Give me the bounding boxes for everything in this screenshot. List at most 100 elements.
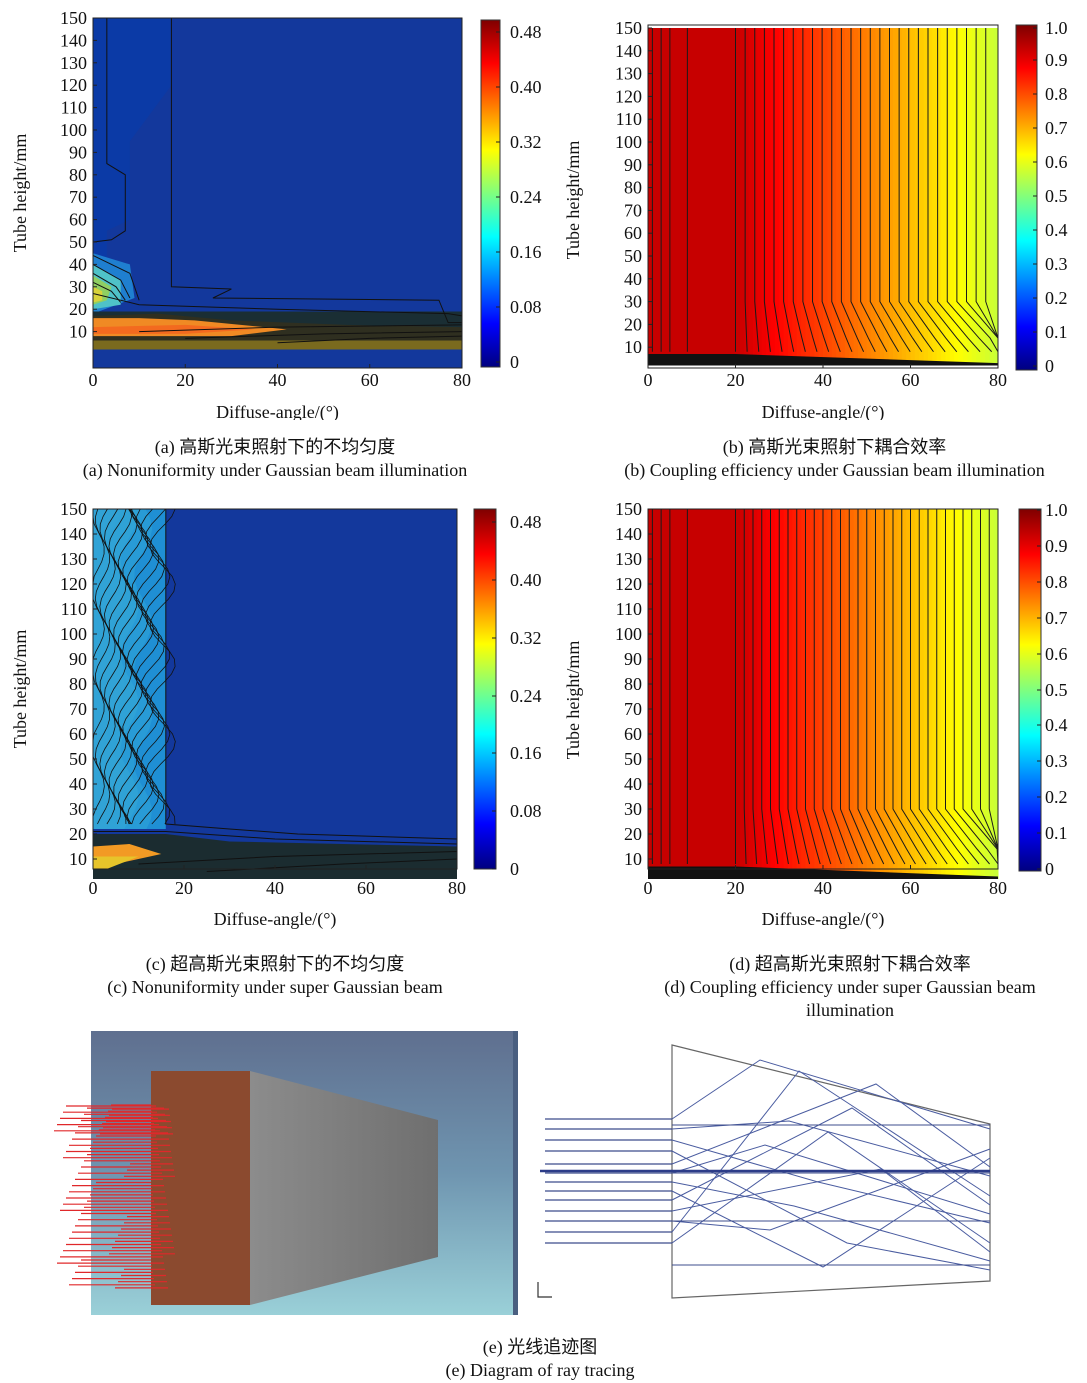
contour-line xyxy=(783,28,795,352)
y-tick-label: 150 xyxy=(615,18,642,38)
contour-strip xyxy=(805,28,811,366)
chart-nonuniformity-super-gaussian: 10 20 30 40 50 60 70 80 90 100 110 120 130 140 150 0 20 4… xyxy=(10,499,542,930)
colorbar xyxy=(1015,24,1038,371)
contour-line xyxy=(149,508,176,825)
traced-rays-blue xyxy=(540,1059,991,1271)
contour-strip xyxy=(700,28,706,366)
colorbar-tick-label: 0.8 xyxy=(1045,84,1068,104)
caption-d: (d) 超高斯光束照射下耦合效率 (d) Coupling efficiency… xyxy=(650,953,1050,1022)
ray-tracing-2d xyxy=(537,1044,991,1299)
contour-strip xyxy=(818,28,824,366)
y-tick-label: 140 xyxy=(60,524,87,544)
contour-strip xyxy=(709,509,715,879)
contour-strip xyxy=(936,28,942,366)
contour-strip xyxy=(652,28,658,366)
contour-strip xyxy=(726,509,732,879)
y-tick-label: 70 xyxy=(69,699,87,719)
y-tick-label: 60 xyxy=(624,724,642,744)
contour-line xyxy=(848,509,874,865)
contour-field xyxy=(92,18,463,368)
blue-ray xyxy=(671,1070,991,1233)
contour-strip xyxy=(866,28,872,366)
contour-line xyxy=(953,509,999,865)
contour-strip xyxy=(910,509,916,879)
contour-strip xyxy=(858,509,863,879)
y-tick-label: 90 xyxy=(69,142,87,162)
contour-line xyxy=(875,509,906,865)
contour-line xyxy=(901,509,938,865)
contour-strip xyxy=(770,28,776,366)
contour-strip xyxy=(678,509,684,879)
y-tick-label: 60 xyxy=(624,223,642,243)
contour-line xyxy=(94,508,111,825)
contour-strip xyxy=(766,28,771,366)
contour-line xyxy=(918,509,959,865)
contour-strip xyxy=(735,509,741,879)
contour-line xyxy=(763,28,771,352)
colorbar-tick-label: 0.9 xyxy=(1045,50,1068,70)
x-tick-label: 80 xyxy=(989,370,1007,390)
contour-strip xyxy=(713,509,719,879)
contour-strip xyxy=(818,509,824,879)
x-tick-label: 80 xyxy=(448,878,466,898)
contour-line xyxy=(139,324,463,333)
contour-strip xyxy=(739,509,745,879)
contour-line xyxy=(857,509,885,865)
contour-line xyxy=(743,509,747,865)
panel-d: 10 20 30 40 50 60 70 80 90 100 110 120 130 140 150 0 20 4… xyxy=(545,499,1087,940)
colorbar-tick-label: 1.0 xyxy=(1045,18,1068,38)
x-axis-title: Diffuse-angle/(°) xyxy=(762,402,885,420)
y-tick-label: 10 xyxy=(624,337,642,357)
colorbar-tick-label: 0.9 xyxy=(1045,536,1068,556)
contour-line xyxy=(883,509,916,865)
colorbar-tick-label: 0.24 xyxy=(510,187,542,207)
contour-band xyxy=(93,856,139,869)
contour-strip xyxy=(984,28,990,366)
contour-strip xyxy=(792,509,798,879)
y-tick-label: 130 xyxy=(615,549,642,569)
contour-strip xyxy=(919,28,925,366)
colorbar xyxy=(480,19,501,368)
contour-band xyxy=(93,340,462,350)
contour-line xyxy=(778,509,789,865)
contour-line xyxy=(113,508,133,825)
y-tick-label: 140 xyxy=(60,30,87,50)
y-tick-label: 30 xyxy=(69,277,87,297)
contour-line xyxy=(813,509,832,865)
contour-line xyxy=(840,509,864,865)
contour-strip xyxy=(748,28,754,366)
contour-strip xyxy=(739,28,745,366)
contour-strip xyxy=(744,28,750,366)
y-tick-label: 100 xyxy=(60,120,87,140)
contour-strip xyxy=(704,28,710,366)
blue-ray xyxy=(671,1083,991,1168)
contour-line xyxy=(946,28,993,353)
y-tick-label: 150 xyxy=(60,500,87,519)
x-tick-label: 20 xyxy=(175,878,193,898)
y-tick-label: 20 xyxy=(624,824,642,844)
contour-strip xyxy=(945,509,951,879)
contour-strip xyxy=(761,509,767,879)
ray-tracing-figure xyxy=(54,1031,991,1315)
contour-strip xyxy=(814,28,820,366)
blue-ray xyxy=(671,1148,991,1231)
contour-strip xyxy=(678,28,684,366)
contour-line xyxy=(917,28,958,353)
contour-line xyxy=(92,263,131,299)
y-tick-label: 50 xyxy=(624,749,642,769)
colorbar-tick-label: 0.4 xyxy=(1045,715,1068,735)
contour-strip xyxy=(879,509,885,879)
contour-line xyxy=(792,28,806,352)
colorbar-tick-label: 0 xyxy=(1045,356,1054,376)
colorbar-tick-label: 0.16 xyxy=(510,743,542,763)
contour-line xyxy=(752,509,758,865)
contour-line xyxy=(831,28,853,352)
contour-strip xyxy=(862,28,868,366)
colorbar-tick-label: 0.32 xyxy=(510,628,542,648)
contour-line xyxy=(787,509,800,865)
contour-strip xyxy=(687,509,693,879)
contour-line xyxy=(821,28,841,352)
y-tick-label: 40 xyxy=(624,774,642,794)
contour-strip xyxy=(901,28,907,366)
